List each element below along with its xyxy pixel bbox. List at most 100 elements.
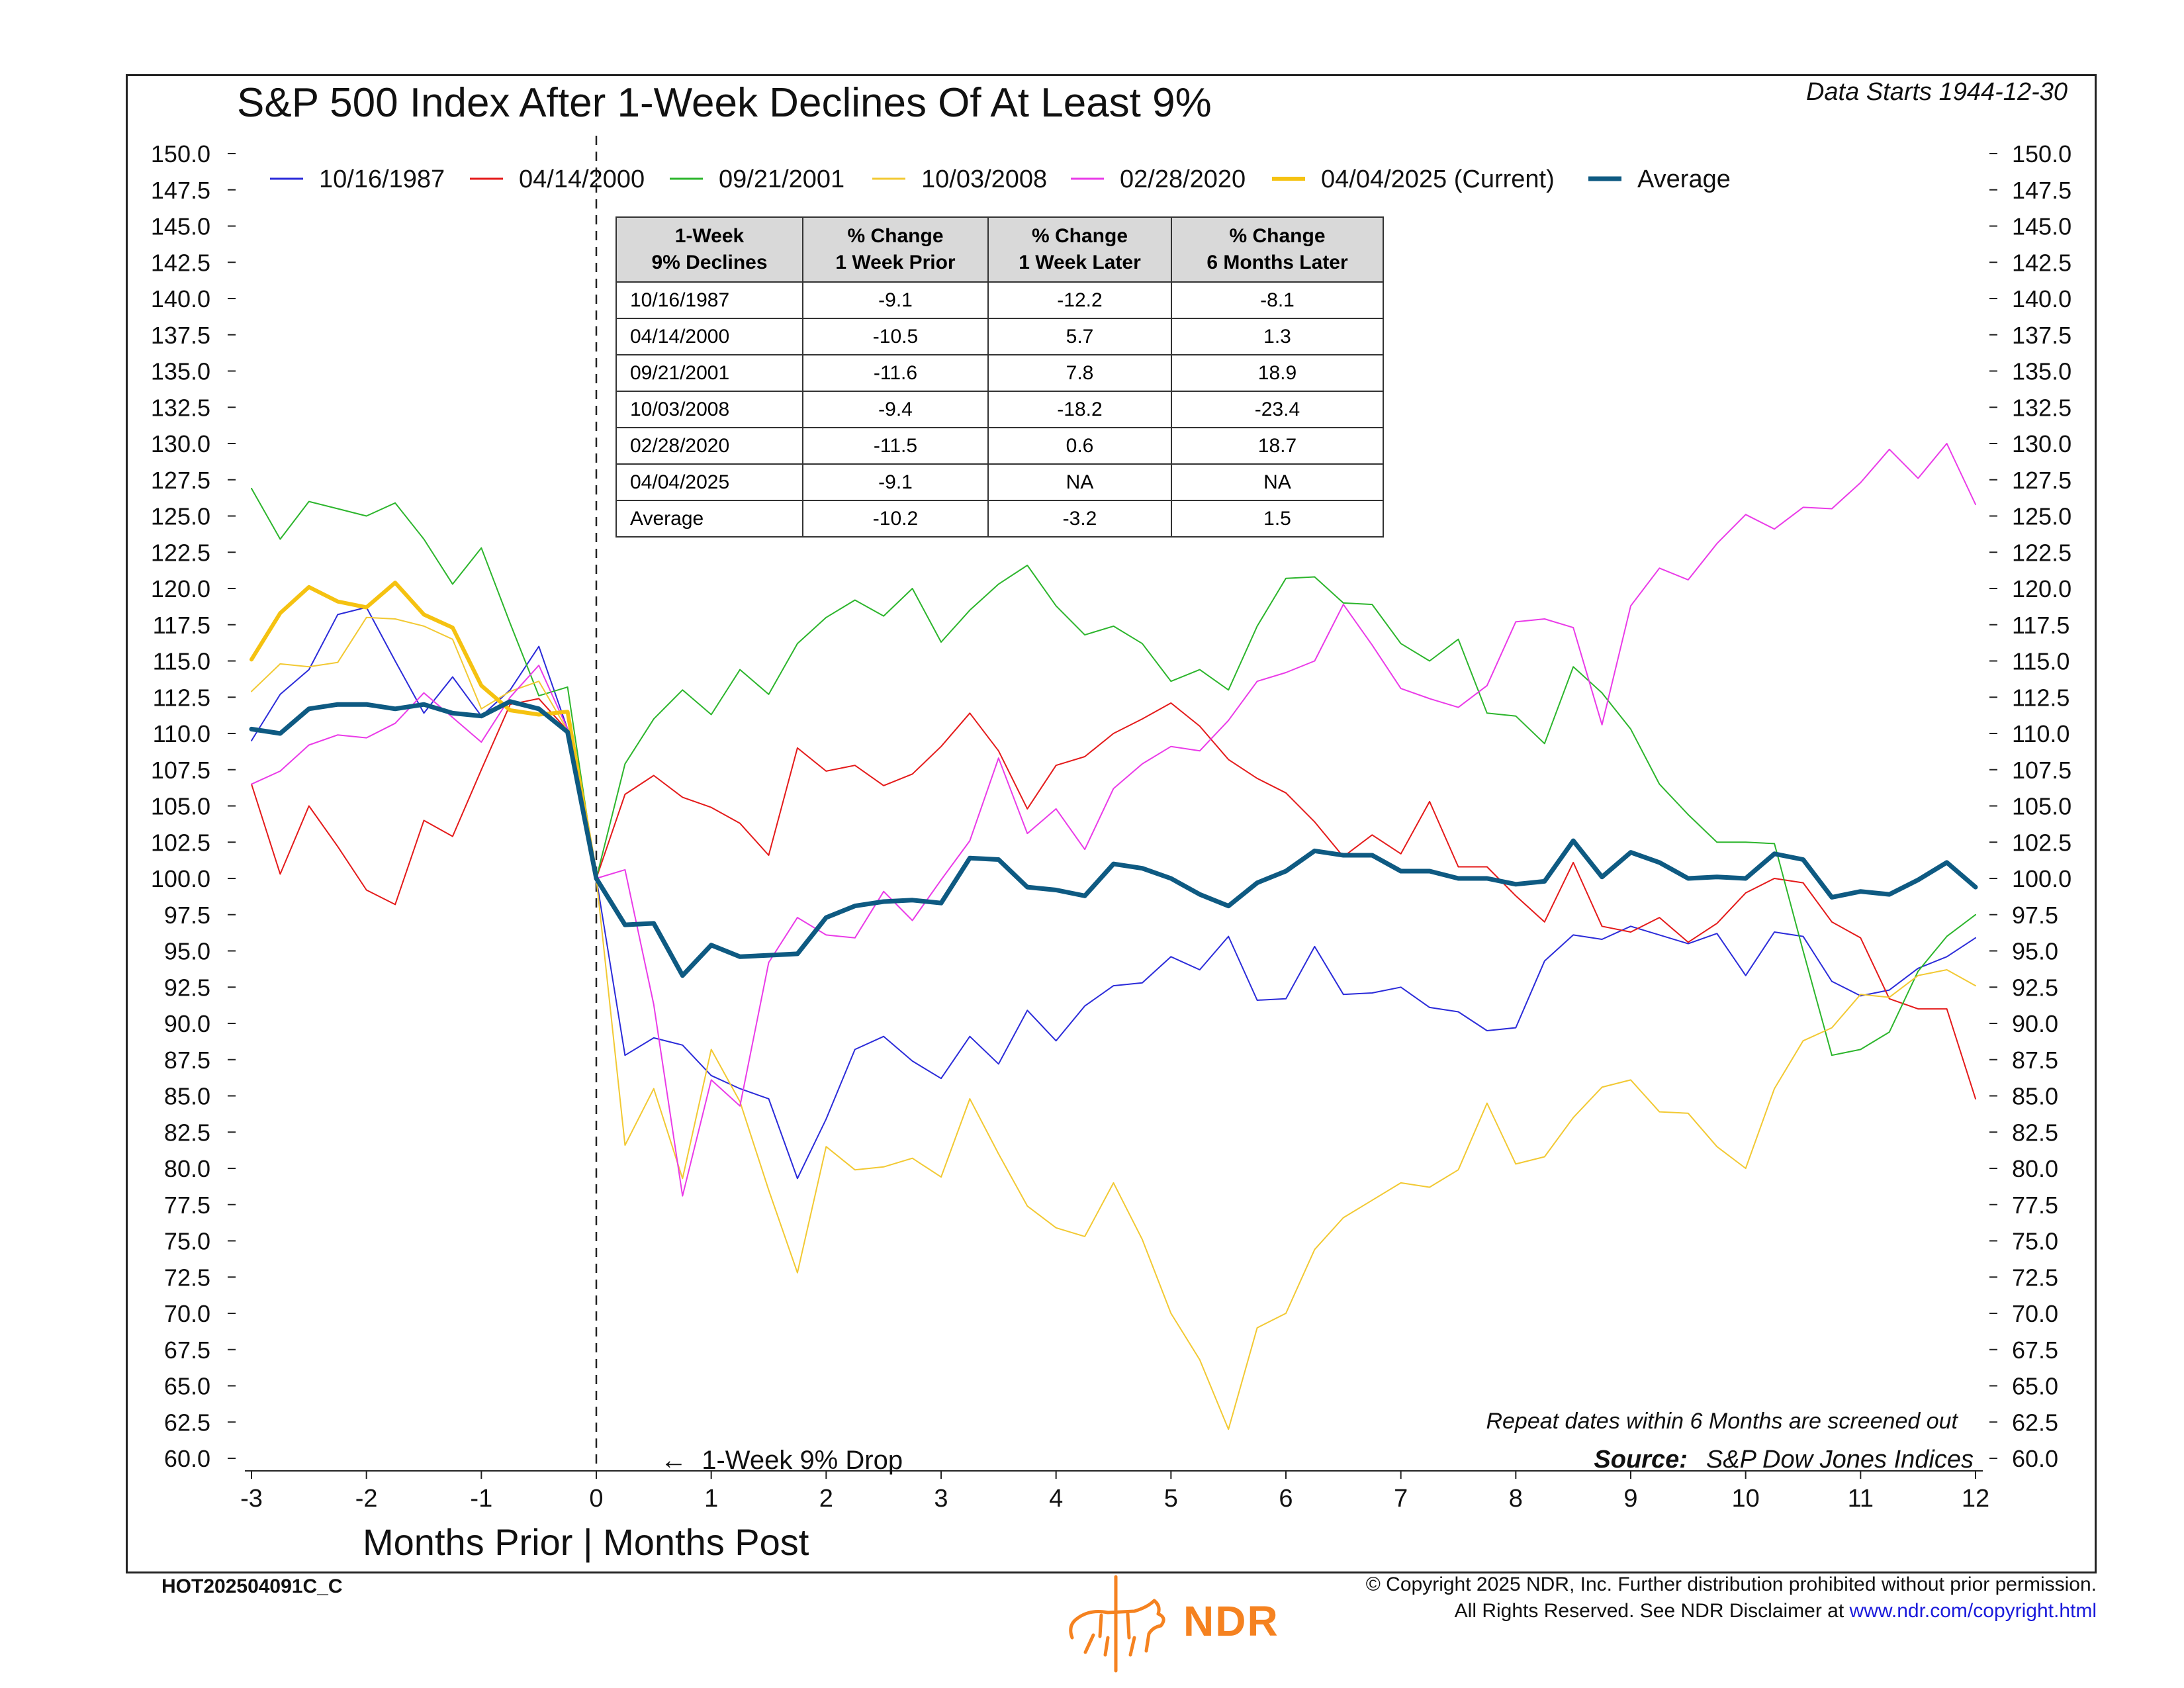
table-cell: 04/14/2000 [615,318,803,355]
table-cell: 18.7 [1171,427,1384,465]
y-tick-label: 110.0 [153,720,210,747]
y-tick-label: 102.5 [151,829,210,856]
x-tick-label: -2 [355,1485,378,1513]
table-row: 04/04/2025 -9.1 NA NA [615,463,1384,501]
y-tick-label: 130.0 [151,430,210,457]
table-cell: NA [1171,463,1384,501]
table-cell: 5.7 [987,318,1172,355]
x-tick-label: 12 [1962,1485,1989,1513]
y-axis-right: 150.0 147.5 145.0 142.5 140.0 137.5 135.0 132.5… [1989,140,2071,1472]
table-cell: 10/16/1987 [615,281,803,319]
y-tick-label: 105.0 [2012,793,2071,820]
x-tick-label: 0 [589,1485,603,1513]
table-cell: 1.3 [1171,318,1384,355]
table-row: Average -10.2 -3.2 1.5 [615,500,1384,538]
y-tick-label: 112.5 [2012,684,2070,711]
y-tick-label: 140.0 [2012,285,2071,312]
table-cell: 10/03/2008 [615,391,803,428]
table-cell: 02/28/2020 [615,427,803,465]
y-tick-label: 150.0 [151,140,210,167]
y-tick-label: 115.0 [2012,648,2070,675]
y-tick-label: 60.0 [2012,1445,2058,1472]
y-tick-label: 90.0 [164,1010,210,1037]
table-cell: -18.2 [987,391,1172,428]
y-tick-label: 85.0 [164,1083,210,1110]
y-tick-label: 100.0 [151,865,210,892]
copyright-line-1: © Copyright 2025 NDR, Inc. Further distr… [1365,1573,2097,1595]
y-tick-label: 67.5 [164,1336,210,1364]
legend-label: 10/03/2008 [921,165,1047,193]
left-arrow-icon: ← [660,1446,687,1475]
data-starts-label: Data Starts 1944-12-30 [1805,78,2068,106]
y-tick-label: 85.0 [2012,1083,2058,1110]
y-tick-label: 80.0 [164,1155,210,1182]
table-header: % Change 1 Week Prior [802,216,989,283]
y-tick-label: 137.5 [2012,322,2071,349]
y-tick-label: 115.0 [153,648,210,675]
y-tick-label: 62.5 [2012,1409,2058,1436]
copyright-link[interactable]: www.ndr.com/copyright.html [1849,1600,2097,1622]
x-axis-title: Months Prior | Months Post [363,1521,809,1563]
y-tick-label: 150.0 [2012,140,2071,167]
x-axis: -3 -2 -1 0 1 2 3 4 5 6 7 8 9 10 11 12 [240,1470,1989,1513]
y-tick-label: 65.0 [2012,1373,2058,1400]
y-tick-label: 60.0 [164,1445,210,1472]
table-cell: -23.4 [1171,391,1384,428]
table-cell: 04/04/2025 [615,463,803,501]
series-layer [249,443,1978,1430]
ndr-logo-text: NDR [1183,1597,1279,1645]
series-line-2 [251,487,1976,1056]
y-tick-label: 65.0 [164,1373,210,1400]
x-tick-label: 7 [1394,1485,1408,1513]
y-tick-label: 137.5 [151,322,210,349]
table-row: 10/16/1987 -9.1 -12.2 -8.1 [615,281,1384,319]
y-tick-label: 70.0 [164,1300,210,1327]
y-tick-label: 97.5 [164,902,210,929]
source-value: S&P Dow Jones Indices [1706,1446,1974,1474]
y-tick-label: 87.5 [164,1047,210,1074]
y-tick-label: 140.0 [151,285,210,312]
table-row: 04/14/2000 -10.5 5.7 1.3 [615,318,1384,355]
table-cell: 0.6 [987,427,1172,465]
table-header: % Change 1 Week Later [987,216,1172,283]
x-tick-label: -3 [240,1485,263,1513]
table-cell: NA [987,463,1172,501]
table-cell: -10.5 [802,318,989,355]
y-tick-label: 72.5 [164,1264,210,1291]
y-tick-label: 100.0 [2012,865,2071,892]
y-tick-label: 145.0 [151,213,210,240]
y-tick-label: 127.5 [2012,467,2071,494]
screening-note: Repeat dates within 6 Months are screene… [1486,1409,1958,1434]
bull-logo-icon [1069,1575,1165,1673]
y-tick-label: 67.5 [2012,1336,2058,1364]
x-tick-label: 8 [1509,1485,1523,1513]
y-tick-label: 142.5 [151,249,210,276]
table-cell: -9.1 [802,281,989,319]
y-tick-label: 135.0 [151,358,210,385]
y-axis-left: 150.0 147.5 145.0 142.5 140.0 137.5 135.0 132.5… [151,140,236,1472]
series-line-6 [249,699,1978,978]
y-tick-label: 97.5 [2012,902,2058,929]
table-cell: -12.2 [987,281,1172,319]
legend-label: 10/16/1987 [319,165,445,193]
y-tick-label: 92.5 [2012,974,2058,1001]
y-tick-label: 132.5 [2012,394,2071,421]
y-tick-label: 102.5 [2012,829,2071,856]
chart-code: HOT202504091C_C [161,1575,343,1597]
table-header-row: 1-Week 9% Declines % Change 1 Week Prior %… [615,216,1384,283]
y-tick-label: 122.5 [151,539,210,566]
table-cell: Average [615,500,803,538]
legend-label: 09/21/2001 [719,165,844,193]
table-row: 09/21/2001 -11.6 7.8 18.9 [615,354,1384,392]
table-cell: -11.6 [802,354,989,392]
table-row: 10/03/2008 -9.4 -18.2 -23.4 [615,391,1384,428]
table-cell: 7.8 [987,354,1172,392]
legend-label: 04/14/2000 [519,165,645,193]
series-line-1 [251,698,1976,1100]
y-tick-label: 120.0 [2012,575,2071,602]
x-tick-label: 6 [1279,1485,1293,1513]
y-tick-label: 62.5 [164,1409,210,1436]
y-tick-label: 147.5 [2012,177,2071,204]
x-tick-label: 9 [1623,1485,1637,1513]
legend-label: 02/28/2020 [1120,165,1246,193]
